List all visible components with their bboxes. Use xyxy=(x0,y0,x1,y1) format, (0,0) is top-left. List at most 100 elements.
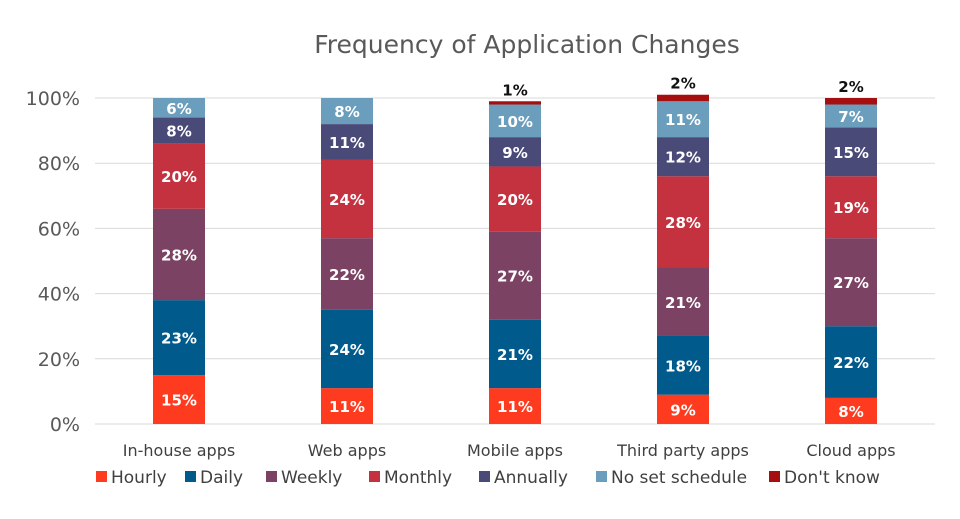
bar-segment xyxy=(489,166,541,232)
data-label: 11% xyxy=(329,398,365,416)
bar-segment xyxy=(825,397,877,424)
data-label: 8% xyxy=(166,123,191,141)
data-label: 12% xyxy=(665,149,701,167)
bar-segment xyxy=(657,137,709,177)
bar-segment xyxy=(153,98,205,118)
y-tick-label: 0% xyxy=(50,414,80,436)
bar-segment xyxy=(489,101,541,105)
data-label: 11% xyxy=(497,398,533,416)
x-tick-label: Third party apps xyxy=(616,441,749,460)
bar-segment xyxy=(657,335,709,395)
legend-item: Daily xyxy=(185,468,243,488)
data-label: 20% xyxy=(497,191,533,209)
data-label: 15% xyxy=(833,144,869,162)
data-label: 8% xyxy=(838,403,863,421)
legend-label: Monthly xyxy=(384,468,452,488)
legend-label: Weekly xyxy=(281,468,342,488)
bar-segment xyxy=(489,319,541,389)
data-label: 20% xyxy=(161,168,197,186)
bar-segment xyxy=(657,267,709,336)
data-label: 23% xyxy=(161,330,197,348)
data-label: 11% xyxy=(665,111,701,129)
data-label: 22% xyxy=(329,266,365,284)
bar-segment xyxy=(825,98,877,105)
y-axis: 0% 20% 40% 60% 80% 100% xyxy=(26,88,80,436)
y-tick-label: 100% xyxy=(26,88,80,110)
bar-segment xyxy=(153,300,205,376)
data-label: 24% xyxy=(329,341,365,359)
bar-segment xyxy=(321,124,373,160)
data-label: 2% xyxy=(670,75,695,93)
legend-swatch xyxy=(369,471,380,482)
legend-swatch xyxy=(266,471,277,482)
data-label: 28% xyxy=(161,246,197,264)
bar-segment xyxy=(489,137,541,167)
bar-segment xyxy=(321,98,373,125)
legend-swatch xyxy=(479,471,490,482)
data-label: 8% xyxy=(334,103,359,121)
data-label: 24% xyxy=(329,191,365,209)
y-tick-label: 80% xyxy=(38,153,80,175)
bars: 15% 23% 28% 20% 8% 6% 11% 24% 22% 24% 11% 8% 11% 21% 2… xyxy=(153,75,877,424)
bar-segment xyxy=(489,104,541,138)
legend-label: No set schedule xyxy=(611,468,747,488)
legend-item: Hourly xyxy=(96,468,167,488)
chart-title: Frequency of Application Changes xyxy=(314,30,740,59)
data-label: 10% xyxy=(497,113,533,131)
legend-swatch xyxy=(96,471,107,482)
x-tick-label: Mobile apps xyxy=(467,441,563,460)
data-label: 9% xyxy=(670,401,695,419)
data-label: 28% xyxy=(665,214,701,232)
y-tick-label: 60% xyxy=(38,218,80,240)
bar-segment xyxy=(825,104,877,128)
legend-swatch xyxy=(596,471,607,482)
bar-segment xyxy=(153,117,205,144)
bar-segment xyxy=(153,375,205,424)
bar-segment xyxy=(825,176,877,239)
data-label: 27% xyxy=(833,274,869,292)
legend-item: No set schedule xyxy=(596,468,747,488)
bar-segment xyxy=(321,388,373,424)
bar-segment xyxy=(321,309,373,389)
legend-label: Hourly xyxy=(111,468,167,488)
legend-item: Weekly xyxy=(266,468,342,488)
data-label: 21% xyxy=(497,346,533,364)
data-label: 15% xyxy=(161,392,197,410)
data-label: 18% xyxy=(665,357,701,375)
data-label: 7% xyxy=(838,108,863,126)
bar-segment xyxy=(657,176,709,268)
data-label: 21% xyxy=(665,294,701,312)
bar-segment xyxy=(825,326,877,398)
bar-segment xyxy=(657,94,709,102)
data-label: 19% xyxy=(833,199,869,217)
x-axis: In-house apps Web apps Mobile apps Third pa… xyxy=(123,441,896,460)
bar-segment xyxy=(489,231,541,320)
bar-segment xyxy=(153,208,205,301)
legend-item: Don't know xyxy=(769,468,880,488)
legend-label: Don't know xyxy=(784,468,880,488)
legend-item: Monthly xyxy=(369,468,452,488)
bar-segment xyxy=(153,143,205,209)
legend-label: Annually xyxy=(494,468,568,488)
x-tick-label: In-house apps xyxy=(123,441,235,460)
bar-segment xyxy=(321,159,373,239)
y-tick-label: 40% xyxy=(38,284,80,306)
bar-segment xyxy=(657,394,709,424)
x-tick-label: Web apps xyxy=(308,441,386,460)
legend-swatch xyxy=(185,471,196,482)
bar-segment xyxy=(657,101,709,138)
data-label: 9% xyxy=(502,144,527,162)
legend-item: Annually xyxy=(479,468,568,488)
data-label: 22% xyxy=(833,354,869,372)
bar-segment xyxy=(825,238,877,327)
legend-swatch xyxy=(769,471,780,482)
data-label: 2% xyxy=(838,78,863,96)
bar-segment xyxy=(825,127,877,177)
x-tick-label: Cloud apps xyxy=(806,441,895,460)
bar-segment xyxy=(489,388,541,424)
legend: Hourly Daily Weekly Monthly Annually No set s… xyxy=(96,468,880,488)
data-label: 27% xyxy=(497,268,533,286)
bar-segment xyxy=(321,238,373,310)
data-label: 11% xyxy=(329,134,365,152)
